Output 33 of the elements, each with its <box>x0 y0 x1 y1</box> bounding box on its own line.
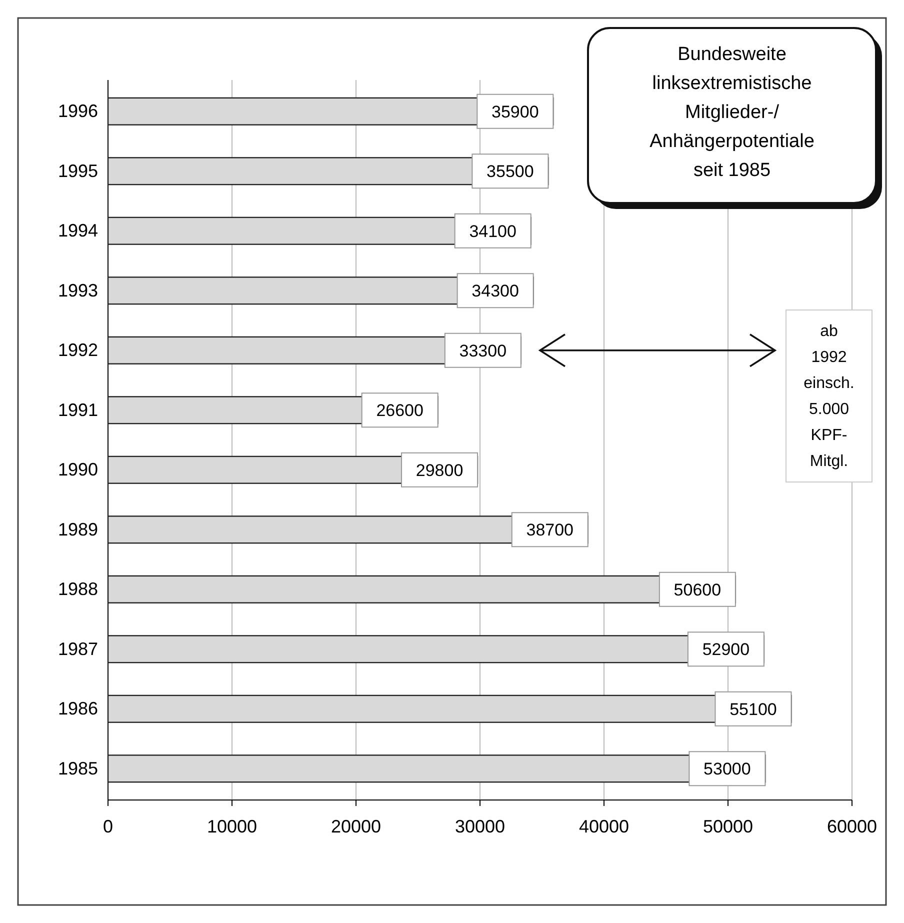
data-label: 52900 <box>702 640 750 660</box>
x-tick-label: 30000 <box>454 816 506 836</box>
y-tick-label: 1992 <box>58 340 98 360</box>
data-label: 53000 <box>704 760 751 779</box>
data-label: 50600 <box>674 580 722 600</box>
data-label: 34100 <box>469 222 516 241</box>
text: Bundesweite linksextremistische Mitglieder-/ Anhängerpotentiale seit 1985 <box>650 44 814 181</box>
data-label: 55100 <box>730 700 777 719</box>
annotation: ab 1992 einsch. 5.000 KPF- Mitgl. <box>804 323 854 470</box>
y-tick-label: 1990 <box>58 460 98 480</box>
y-tick-label: 1994 <box>58 220 98 241</box>
y-tick-label: 1985 <box>58 758 98 778</box>
x-tick-label: 40000 <box>578 816 630 836</box>
x-tick-label: 0 <box>102 816 114 836</box>
data-label: 38700 <box>526 520 574 540</box>
y-tick-label: 1986 <box>58 698 98 719</box>
y-tick-label: 1989 <box>58 519 98 540</box>
data-label: 34300 <box>472 282 519 301</box>
data-label: 35900 <box>492 102 539 122</box>
data-label: 33300 <box>459 341 507 360</box>
y-tick-label: 1995 <box>58 160 98 181</box>
y-tick-label: 1993 <box>58 280 98 300</box>
data-label: 26600 <box>376 401 424 420</box>
y-tick-label: 1991 <box>58 400 98 420</box>
y-tick-label: 1996 <box>58 101 98 122</box>
data-label: 29800 <box>416 460 464 480</box>
x-tick-label: 20000 <box>330 816 382 836</box>
x-tick-label: 10000 <box>206 816 258 836</box>
x-tick-label: 60000 <box>826 816 878 836</box>
x-tick-label: 50000 <box>702 816 754 836</box>
y-tick-label: 1987 <box>58 638 98 659</box>
y-tick-label: 1988 <box>58 579 98 600</box>
data-label: 35500 <box>486 162 534 182</box>
